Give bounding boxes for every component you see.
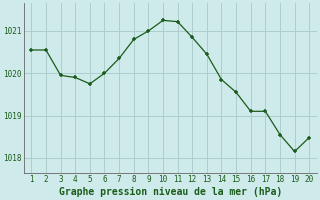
X-axis label: Graphe pression niveau de la mer (hPa): Graphe pression niveau de la mer (hPa) (59, 186, 282, 197)
